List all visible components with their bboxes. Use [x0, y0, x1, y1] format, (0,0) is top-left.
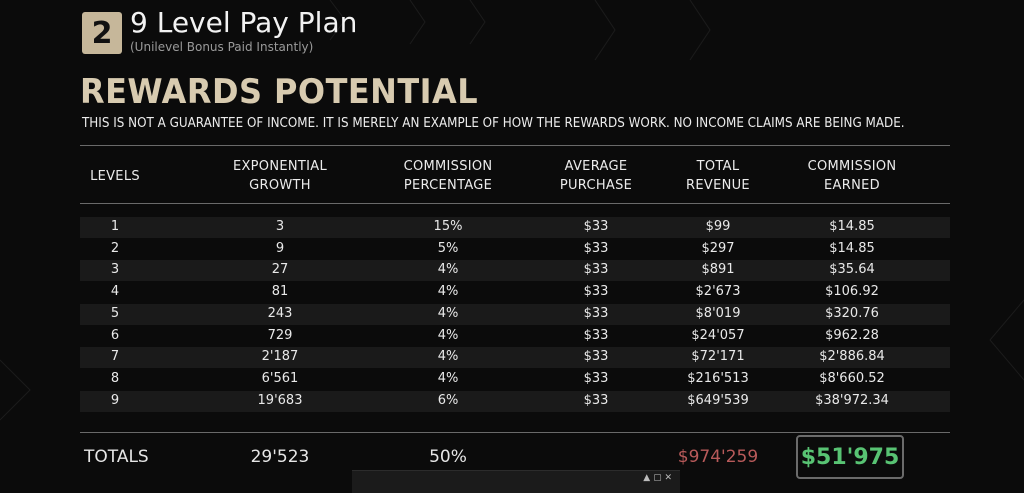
step-number-badge: 2: [82, 12, 122, 54]
cell-level: 7: [110, 349, 120, 365]
player-caption-strip: ▲ ▢ ✕: [352, 470, 680, 493]
cell-percentage: 4%: [437, 349, 459, 365]
column-header-earned: COMMISSION EARNED: [807, 159, 897, 193]
cell-purchase: $33: [583, 392, 609, 408]
cell-earned: $106.92: [825, 284, 879, 300]
cell-revenue: $891: [701, 262, 735, 278]
cell-revenue: $24'057: [691, 327, 745, 343]
column-header-revenue: TOTAL REVENUE: [686, 159, 750, 193]
cell-purchase: $33: [583, 327, 609, 343]
column-header-growth: EXPONENTIAL GROWTH: [232, 159, 328, 193]
plan-subtitle: (Unilevel Bonus Paid Instantly): [130, 40, 314, 54]
cell-revenue: $8'019: [695, 305, 741, 321]
cell-revenue: $216'513: [687, 370, 749, 386]
totals-divider: [80, 432, 950, 433]
cell-revenue: $297: [701, 240, 735, 256]
total-percentage: 50%: [429, 447, 467, 467]
table-row: 4 81 4% $33 $2'673 $106.92: [80, 282, 950, 303]
cell-revenue: $99: [705, 219, 731, 234]
cell-level: 4: [110, 284, 120, 300]
cell-purchase: $33: [583, 284, 609, 300]
cell-purchase: $33: [583, 262, 609, 278]
resize-icon[interactable]: ▢: [653, 473, 662, 483]
table-header-divider: [80, 203, 950, 204]
total-growth: 29'523: [250, 447, 310, 467]
cell-growth: 2'187: [261, 349, 299, 365]
income-disclaimer: THIS IS NOT A GUARANTEE OF INCOME. IT IS…: [82, 116, 905, 131]
cell-level: 9: [110, 392, 120, 408]
cell-growth: 729: [267, 327, 293, 343]
cell-purchase: $33: [583, 370, 609, 386]
cell-level: 2: [110, 240, 120, 256]
cell-revenue: $2'673: [695, 284, 741, 300]
cell-purchase: $33: [583, 349, 609, 365]
cell-earned: $962.28: [825, 327, 879, 343]
cell-level: 1: [110, 219, 120, 234]
cell-growth: 27: [271, 262, 289, 278]
cell-percentage: 4%: [437, 305, 459, 321]
cell-earned: $35.64: [829, 262, 875, 278]
cell-growth: 9: [275, 240, 285, 256]
cell-earned: $320.76: [825, 305, 879, 321]
cell-percentage: 6%: [437, 392, 459, 408]
table-row: 3 27 4% $33 $891 $35.64: [80, 260, 950, 282]
cell-level: 5: [110, 305, 120, 321]
table-row: 8 6'561 4% $33 $216'513 $8'660.52: [80, 369, 950, 390]
close-icon[interactable]: ✕: [664, 473, 672, 483]
cell-earned: $38'972.34: [815, 392, 889, 408]
table-row: 1 3 15% $33 $99 $14.85: [80, 217, 950, 238]
table-top-divider: [80, 145, 950, 146]
cell-purchase: $33: [583, 240, 609, 256]
table-row: 2 9 5% $33 $297 $14.85: [80, 239, 950, 260]
cell-percentage: 4%: [437, 262, 459, 278]
section-title: REWARDS POTENTIAL: [80, 72, 479, 112]
cell-percentage: 4%: [437, 327, 459, 343]
cell-growth: 3: [275, 219, 285, 234]
cell-earned: $14.85: [829, 219, 875, 234]
table-row: 9 19'683 6% $33 $649'539 $38'972.34: [80, 390, 950, 412]
cell-earned: $14.85: [829, 240, 875, 256]
column-header-purchase: AVERAGE PURCHASE: [559, 159, 633, 193]
cell-percentage: 4%: [437, 284, 459, 300]
pin-icon[interactable]: ▲: [643, 473, 651, 483]
strip-controls: ▲ ▢ ✕: [643, 473, 672, 483]
table-row: 6 729 4% $33 $24'057 $962.28: [80, 326, 950, 347]
cell-purchase: $33: [583, 305, 609, 321]
total-commission-earned: $51'975: [796, 435, 904, 479]
totals-label: TOTALS: [84, 447, 149, 467]
cell-growth: 6'561: [261, 370, 299, 386]
cell-growth: 19'683: [257, 392, 303, 408]
column-header-percentage: COMMISSION PERCENTAGE: [403, 159, 493, 193]
cell-earned: $8'660.52: [819, 370, 885, 386]
total-revenue: $974'259: [677, 447, 759, 467]
cell-revenue: $72'171: [691, 349, 745, 365]
cell-percentage: 5%: [437, 240, 459, 256]
cell-level: 3: [110, 262, 120, 278]
cell-growth: 243: [267, 305, 293, 321]
cell-growth: 81: [271, 284, 289, 300]
cell-level: 6: [110, 327, 120, 343]
table-row: 7 2'187 4% $33 $72'171 $2'886.84: [80, 347, 950, 369]
cell-purchase: $33: [583, 219, 609, 234]
cell-percentage: 4%: [437, 370, 459, 386]
cell-level: 8: [110, 370, 120, 386]
plan-title: 9 Level Pay Plan: [130, 6, 358, 39]
cell-earned: $2'886.84: [819, 349, 885, 365]
table-row: 5 243 4% $33 $8'019 $320.76: [80, 303, 950, 325]
column-header-levels: LEVELS: [90, 169, 140, 184]
cell-percentage: 15%: [433, 219, 463, 234]
cell-revenue: $649'539: [687, 392, 749, 408]
